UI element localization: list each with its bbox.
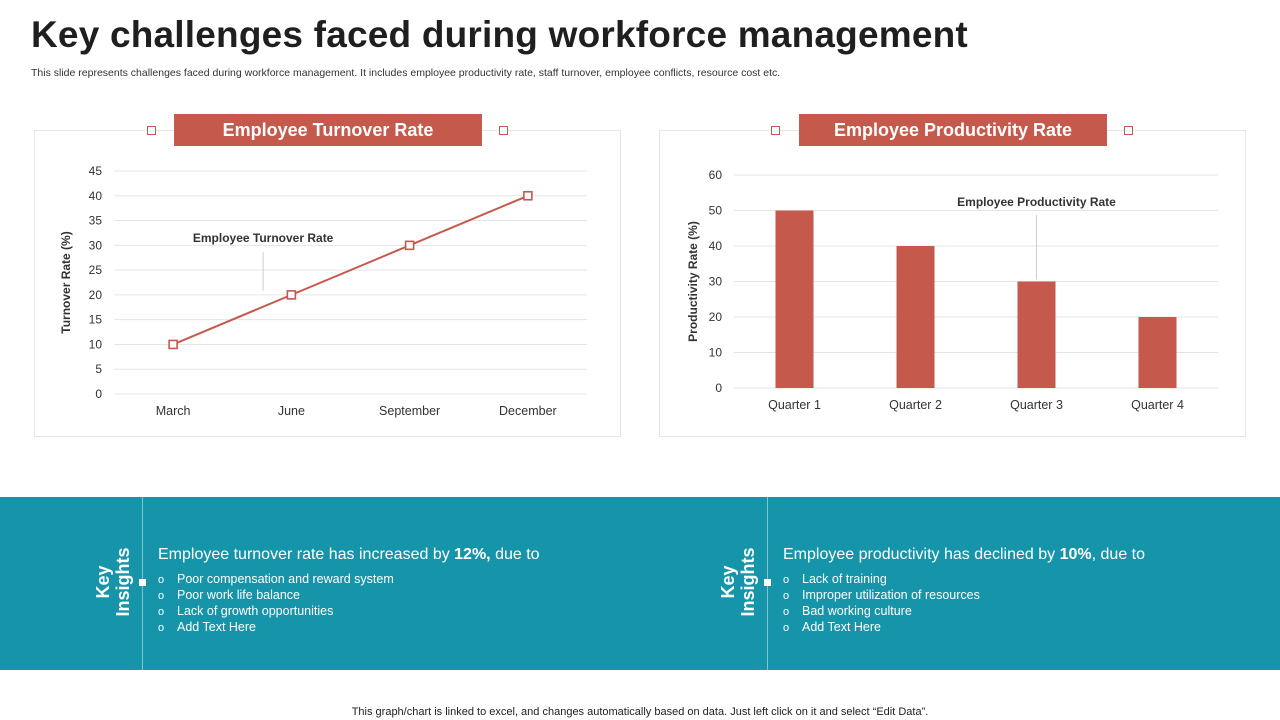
data-point [523, 190, 533, 201]
x-tick-label: March [156, 404, 191, 418]
y-tick-label: 20 [89, 288, 103, 302]
insight-heading-left: Employee turnover rate has increased by … [158, 546, 540, 564]
data-point [168, 339, 178, 350]
insight-item: Add Text Here [158, 619, 394, 635]
insight-item: Poor work life balance [158, 587, 394, 603]
insight-item: Bad working culture [783, 603, 980, 619]
page-title: Key challenges faced during workforce ma… [31, 14, 968, 55]
decor-square-icon [771, 126, 780, 135]
bar [1017, 281, 1056, 388]
productivity-chart-header: Employee Productivity Rate [799, 114, 1107, 146]
x-tick-label: June [278, 404, 305, 418]
insight-item: Add Text Here [783, 619, 980, 635]
x-tick-label: Quarter 3 [1010, 398, 1063, 412]
insight-heading-text: Employee turnover rate has increased by [158, 546, 455, 563]
y-tick-label: 45 [89, 164, 103, 178]
bar [775, 210, 814, 388]
y-tick-label: 50 [709, 204, 723, 218]
insight-heading-text: Employee productivity has declined by [783, 546, 1060, 563]
productivity-bar-chart[interactable]: 0 10 20 30 40 50 60 Productivity Rate (%) Quarte… [659, 130, 1246, 437]
y-tick-label: 0 [715, 381, 722, 395]
key-insights-label-line2: Insights [738, 547, 758, 617]
turnover-line-chart[interactable]: 0 5 10 15 20 25 30 35 40 45 March June September Dece… [34, 130, 621, 437]
key-insights-label-left: Key Insights [93, 542, 133, 622]
insight-heading-right: Employee productivity has declined by 10… [783, 546, 1145, 564]
y-tick-label: 25 [89, 263, 103, 277]
x-tick-label: Quarter 1 [768, 398, 821, 412]
key-insights-label-line1: Key [93, 565, 113, 599]
y-tick-label: 30 [709, 275, 723, 289]
insight-heading-text: due to [490, 546, 540, 563]
x-tick-label: Quarter 4 [1131, 398, 1184, 412]
turnover-chart-panel [34, 130, 621, 437]
insight-item: Lack of training [783, 571, 980, 587]
y-tick-label: 35 [89, 214, 103, 228]
x-tick-label: September [379, 404, 440, 418]
series-annotation: Employee Turnover Rate [193, 231, 334, 245]
y-tick-label: 60 [709, 168, 723, 182]
decor-square-icon [1124, 126, 1133, 135]
series-annotation: Employee Productivity Rate [957, 195, 1116, 209]
insight-item: Improper utilization of resources [783, 587, 980, 603]
insight-marker-icon [139, 579, 146, 586]
x-tick-label: Quarter 2 [889, 398, 942, 412]
key-insights-label-line1: Key [718, 565, 738, 599]
key-insights-label-line2: Insights [113, 547, 133, 617]
data-point [404, 240, 415, 251]
y-axis-label: Turnover Rate (%) [59, 231, 73, 333]
insight-heading-value: 12%, [454, 546, 491, 563]
y-tick-label: 5 [95, 362, 102, 376]
key-insights-label-right: Key Insights [718, 542, 758, 622]
y-tick-label: 15 [89, 313, 103, 327]
turnover-chart-header: Employee Turnover Rate [174, 114, 482, 146]
bar [896, 246, 935, 388]
insight-heading-value: 10% [1059, 546, 1092, 563]
decor-square-icon [147, 126, 156, 135]
decor-square-icon [499, 126, 508, 135]
y-tick-label: 20 [709, 310, 723, 324]
data-point [286, 290, 297, 300]
insight-item: Poor compensation and reward system [158, 571, 394, 587]
insight-marker-icon [764, 579, 771, 586]
y-tick-label: 10 [709, 346, 723, 360]
insight-list-right: Lack of training Improper utilization of… [783, 571, 980, 635]
y-tick-label: 40 [709, 239, 723, 253]
insight-item: Lack of growth opportunities [158, 603, 394, 619]
series-line [172, 194, 529, 346]
x-tick-label: December [499, 404, 557, 418]
insight-list-left: Poor compensation and reward system Poor… [158, 571, 394, 635]
bar [1138, 317, 1177, 388]
y-tick-label: 0 [95, 387, 102, 401]
page-subtitle: This slide represents challenges faced d… [31, 67, 781, 79]
y-tick-label: 40 [89, 189, 103, 203]
y-tick-label: 10 [89, 337, 103, 351]
y-axis-label: Productivity Rate (%) [686, 221, 700, 342]
insight-heading-text: , due to [1091, 546, 1145, 563]
footer-note: This graph/chart is linked to excel, and… [351, 706, 929, 718]
y-tick-label: 30 [89, 238, 103, 252]
